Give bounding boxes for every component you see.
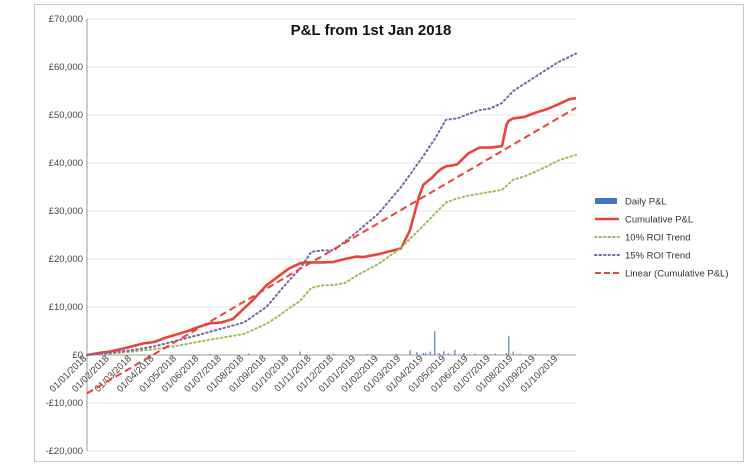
daily-pnl-bar-14 (438, 353, 440, 355)
daily-pnl-bar-4 (299, 351, 301, 355)
y-tick-label-1: £60,000 (49, 62, 83, 73)
daily-pnl-bar-11 (425, 353, 427, 355)
legend-label-3: 15% ROI Trend (625, 251, 690, 262)
daily-pnl-bar-0 (108, 354, 111, 355)
chart-title: P&L from 1st Jan 2018 (291, 22, 452, 39)
daily-pnl-bar-2 (209, 354, 212, 355)
daily-pnl-bar-13 (434, 331, 436, 355)
y-tick-label-9: -£20,000 (45, 446, 83, 457)
y-tick-label-6: £10,000 (49, 302, 83, 313)
chart-area: P&L from 1st Jan 2018 £70,000 £60,000 £50,… (34, 4, 744, 462)
daily-pnl-bar-9 (416, 352, 418, 355)
daily-pnl-bar-10 (422, 352, 425, 355)
series-line-10-roi-trend (86, 153, 577, 356)
daily-pnl-bar-5 (333, 353, 335, 355)
series-line-15-roi-trend (86, 52, 577, 356)
legend-label-2: 10% ROI Trend (625, 233, 690, 244)
y-tick-label-8: -£10,000 (45, 398, 83, 409)
daily-pnl-bar-8 (409, 350, 411, 355)
legend-label-4: Linear (Cumulative P&L) (625, 269, 729, 280)
series-line-linear-cumulative-p-l (86, 106, 577, 395)
daily-pnl-bar-21 (505, 353, 508, 355)
y-tick-labels: £70,000 £60,000 £50,000 £40,000 £30,000 £20,0… (45, 14, 83, 457)
daily-pnl-bar-22 (508, 336, 510, 355)
legend: Daily P&L Cumulative P&L 10% ROI Trend 15% … (594, 197, 729, 280)
daily-pnl-bar-20 (494, 353, 496, 355)
y-tick-label-5: £20,000 (49, 254, 83, 265)
y-tick-label-4: £30,000 (49, 206, 83, 217)
daily-pnl-bar-26 (557, 354, 559, 355)
series-line-cumulative-p-l (86, 96, 577, 357)
legend-label-0: Daily P&L (625, 197, 667, 208)
legend-swatch-0 (595, 198, 617, 204)
daily-pnl-bar-24 (519, 353, 521, 355)
pnl-chart: P&L from 1st Jan 2018 £70,000 £60,000 £50,… (45, 14, 729, 457)
daily-pnl-bar-6 (366, 354, 369, 355)
gridlines (87, 18, 576, 452)
daily-pnl-bar-12 (429, 351, 431, 355)
daily-pnl-bar-17 (454, 349, 456, 355)
y-tick-label-3: £40,000 (49, 158, 83, 169)
daily-pnl-bar-7 (395, 353, 398, 355)
daily-pnl-bar-3 (247, 353, 250, 355)
y-tick-label-7: £0 (72, 350, 83, 361)
x-tick-labels: 01/01/201801/02/201801/03/201801/04/2018… (48, 353, 560, 394)
y-tick-label-2: £50,000 (49, 110, 83, 121)
daily-pnl-bars (108, 331, 559, 355)
daily-pnl-bar-15 (443, 351, 445, 355)
daily-pnl-bar-16 (447, 353, 449, 355)
daily-pnl-bar-18 (463, 353, 465, 355)
daily-pnl-bar-25 (535, 354, 537, 355)
daily-pnl-bar-23 (512, 351, 514, 355)
daily-pnl-bar-19 (474, 353, 476, 355)
legend-label-1: Cumulative P&L (625, 215, 693, 226)
series-lines (86, 52, 577, 395)
y-tick-label-0: £70,000 (49, 14, 83, 25)
